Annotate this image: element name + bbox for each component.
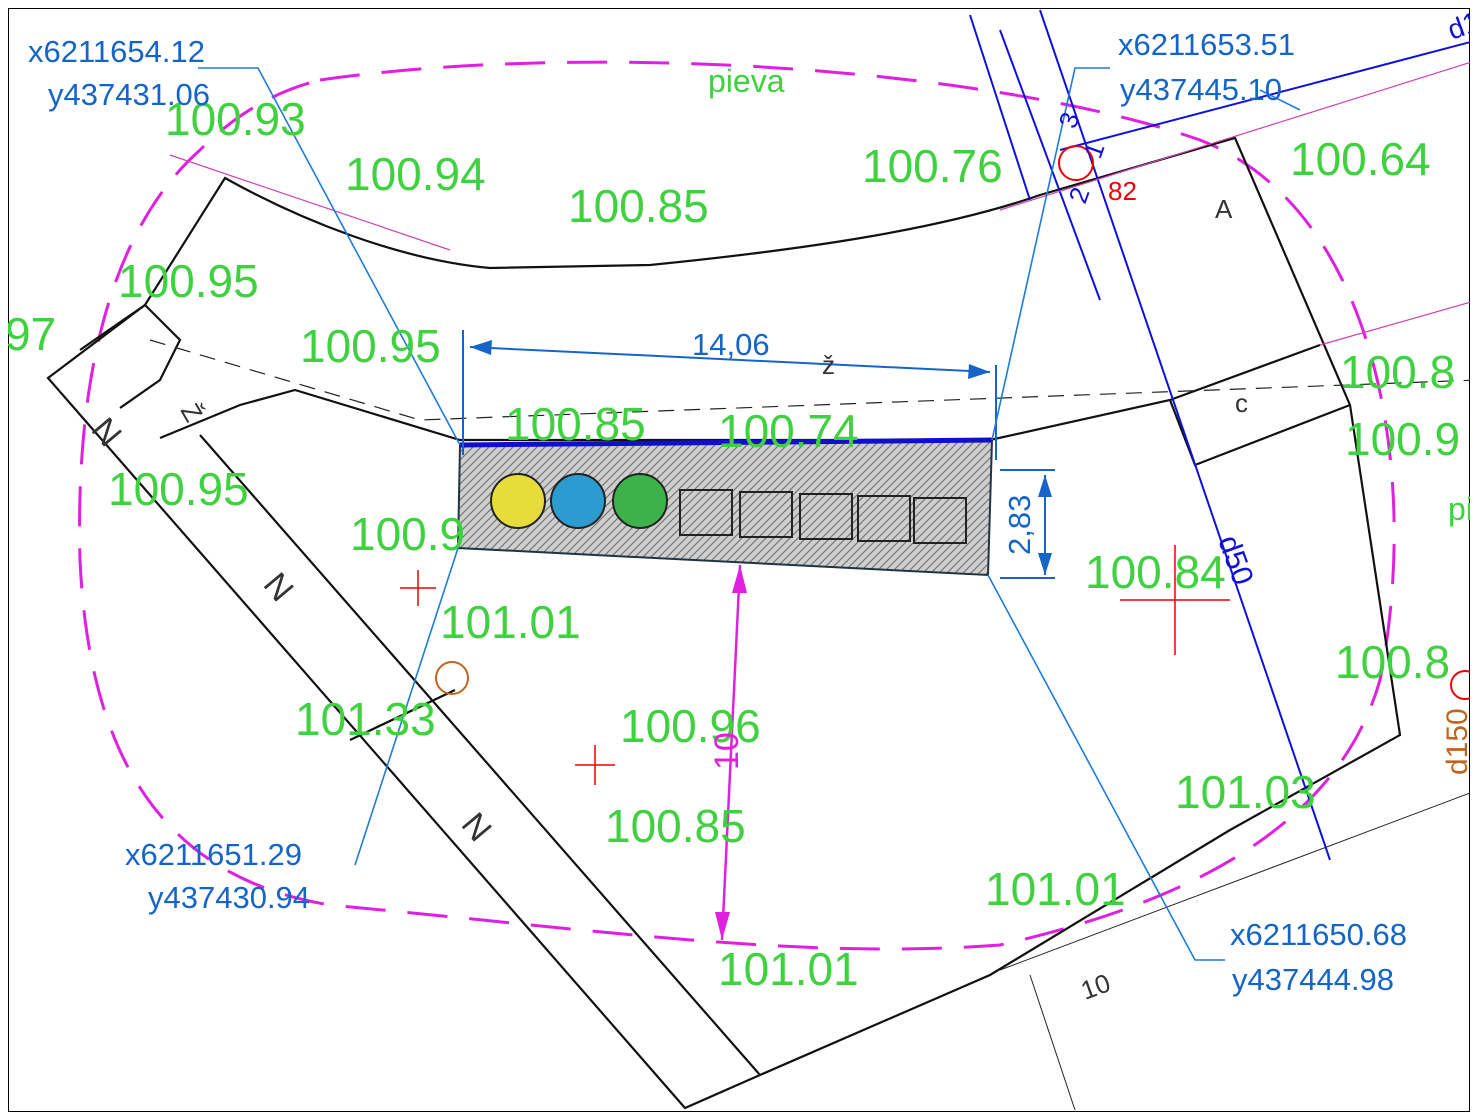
- elevation: 100.95: [300, 320, 441, 372]
- elevation: 100.8: [1335, 636, 1450, 688]
- label: c: [1235, 388, 1248, 418]
- elevation: 100.74: [718, 405, 859, 457]
- dimension-label: 14,06: [692, 327, 770, 362]
- dimension-label: 10: [708, 732, 746, 770]
- label: Ž: [175, 398, 209, 427]
- pipe-label: d150: [1441, 708, 1474, 775]
- tree: [436, 662, 468, 694]
- coordinate: x6211651.29: [125, 837, 302, 872]
- elevation: 100.9: [1345, 413, 1460, 465]
- pipe-line: [970, 10, 1330, 860]
- well: [1451, 671, 1478, 699]
- label: 3: [1052, 108, 1085, 132]
- bin-yellow: [491, 474, 545, 528]
- label: N: [84, 411, 129, 454]
- dimension-label: 2,83: [1002, 495, 1037, 555]
- label: 2: [1062, 183, 1095, 207]
- elevation: 101.01: [440, 596, 581, 648]
- elevation: 100.85: [505, 398, 646, 450]
- elevation: 100.95: [108, 463, 249, 515]
- coordinate: y437430.94: [148, 880, 310, 915]
- elevation: 97: [5, 308, 56, 360]
- pipe-label: d1: [1443, 6, 1478, 46]
- coordinate: y437445.10: [1120, 72, 1282, 107]
- bin-blue: [551, 474, 605, 528]
- coordinate: x6211653.51: [1118, 27, 1295, 62]
- area-label: pi: [1448, 491, 1473, 527]
- elevation: 101.01: [985, 863, 1126, 915]
- elevation: 100.76: [862, 140, 1003, 192]
- label: 82: [1108, 176, 1137, 206]
- bin-green: [613, 474, 667, 528]
- elevation: 100.9: [350, 508, 465, 560]
- elevation: 101.33: [295, 693, 436, 745]
- elevation: 100.84: [1085, 546, 1226, 598]
- label: ž: [822, 350, 835, 380]
- label: N: [256, 566, 301, 609]
- elevation: 101.03: [1175, 766, 1316, 818]
- coordinate: y437431.06: [48, 77, 210, 112]
- elevation: 100.64: [1290, 133, 1431, 185]
- coordinate: y437444.98: [1232, 962, 1394, 997]
- coordinate: x6211650.68: [1230, 917, 1407, 952]
- elevation: 101.01: [718, 943, 859, 995]
- elevation: 100.85: [605, 800, 746, 852]
- label: A: [1215, 194, 1233, 224]
- building-outlines: [80, 305, 1350, 1075]
- elevation: 100.85: [568, 180, 709, 232]
- site-plan: 100.9 3 100.94 100.85 100.76 100.64 100.9…: [0, 0, 1478, 1119]
- elevation: 100.8: [1340, 346, 1455, 398]
- elevation: 100.94: [345, 148, 486, 200]
- elevation: 100.95: [118, 255, 259, 307]
- coordinate: x6211654.12: [28, 34, 205, 69]
- label: 10: [1077, 968, 1114, 1006]
- area-label: pieva: [708, 63, 785, 99]
- label: N: [454, 806, 499, 849]
